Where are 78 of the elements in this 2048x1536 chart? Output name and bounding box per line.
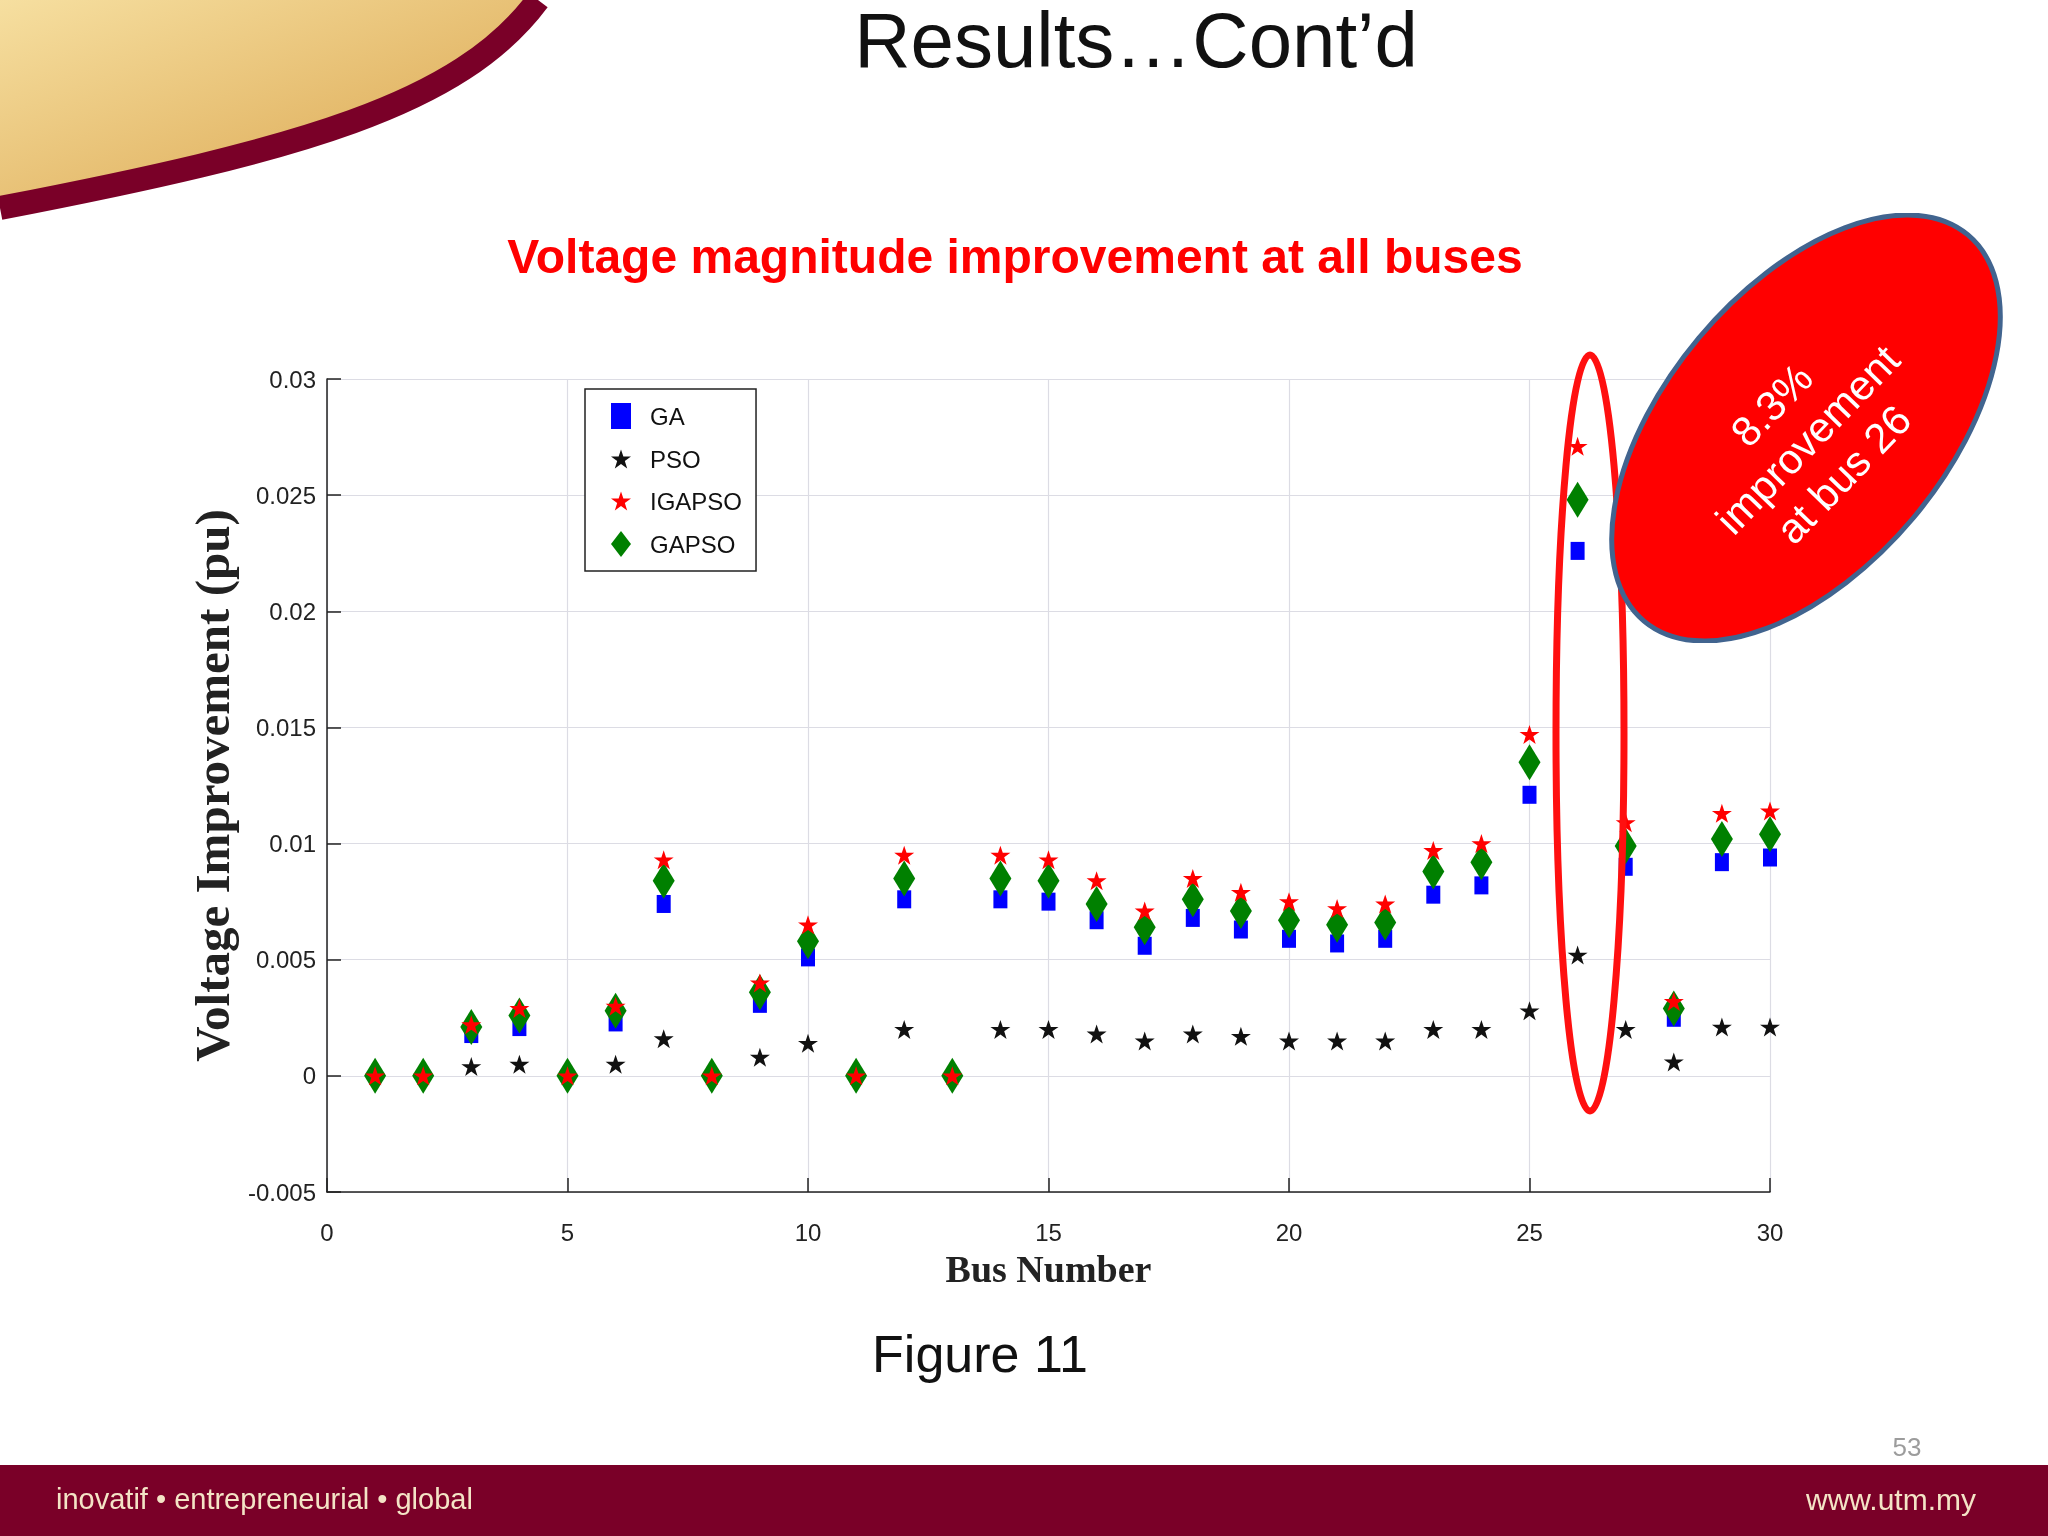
x-tick-label: 30 bbox=[1756, 1218, 1784, 1246]
point bbox=[1182, 1024, 1203, 1044]
y-tick-label: 0.01 bbox=[269, 830, 316, 858]
point bbox=[1763, 848, 1777, 867]
point bbox=[653, 850, 674, 870]
point bbox=[1471, 1019, 1492, 1039]
point bbox=[1760, 1017, 1780, 1037]
point bbox=[1041, 892, 1056, 911]
legend-label: PSO bbox=[650, 445, 701, 473]
point bbox=[990, 845, 1011, 865]
point bbox=[1230, 882, 1251, 902]
y-tick-label: 0.005 bbox=[255, 946, 316, 974]
point bbox=[1038, 1019, 1059, 1039]
point bbox=[1423, 841, 1444, 861]
point bbox=[1423, 1019, 1444, 1039]
point bbox=[1615, 1019, 1636, 1039]
point bbox=[894, 845, 915, 865]
chart-title: Results…Cont’d bbox=[854, 0, 1418, 84]
point bbox=[1375, 1031, 1396, 1051]
point bbox=[1230, 1026, 1251, 1046]
point bbox=[653, 1029, 674, 1049]
point bbox=[749, 1047, 770, 1067]
x-tick-label: 0 bbox=[320, 1218, 334, 1246]
point bbox=[993, 890, 1008, 909]
point bbox=[798, 1033, 818, 1053]
y-tick-label: 0 bbox=[302, 1062, 316, 1090]
y-axis-title: Voltage Improvement (pu) bbox=[185, 509, 241, 1062]
text: inovatif • entrepreneurial • global bbox=[56, 1483, 473, 1515]
point bbox=[509, 1054, 530, 1074]
point bbox=[1519, 724, 1540, 744]
point bbox=[1711, 1017, 1732, 1037]
point bbox=[1760, 801, 1780, 821]
legend-label: IGAPSO bbox=[650, 487, 743, 515]
legend-label: GAPSO bbox=[650, 530, 736, 558]
point bbox=[1570, 541, 1585, 560]
y-tick-label: 0.02 bbox=[269, 597, 316, 625]
point bbox=[798, 915, 818, 935]
point bbox=[1086, 1024, 1107, 1044]
point bbox=[1471, 834, 1492, 854]
y-tick-label: -0.005 bbox=[247, 1178, 316, 1206]
x-tick-label: 20 bbox=[1275, 1218, 1303, 1246]
point bbox=[1714, 853, 1729, 872]
caption: Figure 11 bbox=[872, 1325, 1088, 1383]
point bbox=[1086, 871, 1107, 891]
point bbox=[1279, 1031, 1299, 1051]
point bbox=[1279, 892, 1299, 912]
y-tick-label: 0.03 bbox=[269, 365, 316, 393]
point bbox=[990, 1019, 1011, 1039]
point bbox=[1327, 899, 1348, 919]
point bbox=[1327, 1031, 1348, 1051]
chart-subtitle: Voltage magnitude improvement at all buses bbox=[507, 229, 1523, 283]
point bbox=[897, 890, 912, 909]
point bbox=[1375, 894, 1396, 914]
point bbox=[1182, 868, 1203, 888]
point bbox=[1134, 901, 1155, 921]
point bbox=[1038, 850, 1059, 870]
text: www.utm.my bbox=[1804, 1482, 1976, 1516]
x-tick-label: 15 bbox=[1035, 1218, 1062, 1246]
point bbox=[1522, 785, 1537, 804]
x-tick-label: 25 bbox=[1516, 1218, 1543, 1246]
point bbox=[1426, 885, 1441, 904]
x-tick-label: 5 bbox=[560, 1218, 575, 1246]
y-tick-label: 0.015 bbox=[255, 713, 316, 741]
point bbox=[605, 1054, 626, 1074]
point bbox=[1711, 803, 1732, 823]
point bbox=[1567, 945, 1588, 965]
x-tick-label: 10 bbox=[794, 1218, 822, 1246]
point bbox=[461, 1057, 482, 1077]
text: 53 bbox=[1892, 1432, 1922, 1462]
point bbox=[894, 1019, 915, 1039]
point bbox=[1134, 1031, 1155, 1051]
point bbox=[1663, 1052, 1684, 1072]
point bbox=[1474, 876, 1489, 895]
y-tick-label: 0.025 bbox=[255, 481, 316, 509]
point bbox=[656, 894, 671, 913]
x-axis-title: Bus Number bbox=[945, 1248, 1152, 1290]
point bbox=[1519, 1001, 1540, 1021]
legend-label: GA bbox=[650, 402, 685, 430]
